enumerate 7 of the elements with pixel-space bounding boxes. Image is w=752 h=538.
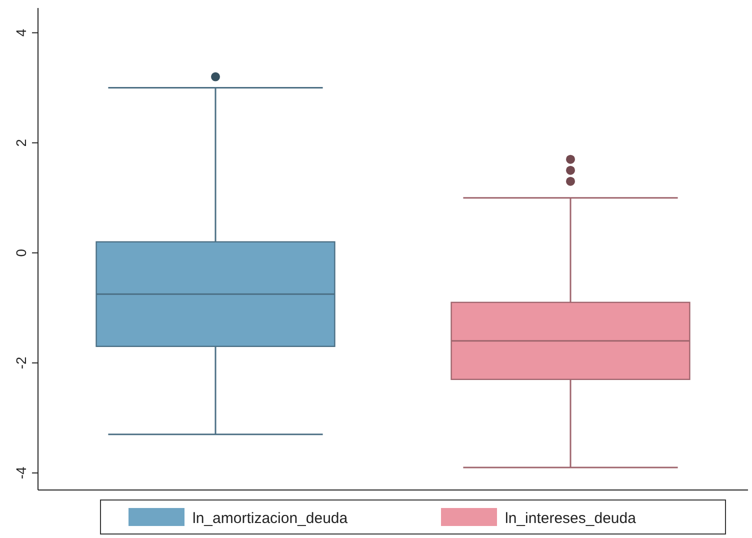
legend-label: ln_amortizacion_deuda (192, 510, 348, 527)
y-tick-label: 0 (13, 248, 29, 257)
legend-label: ln_intereses_deuda (505, 510, 637, 527)
y-tick-label: -2 (13, 356, 29, 370)
y-tick-label: 4 (13, 28, 29, 37)
y-tick-label: 2 (13, 138, 29, 147)
y-tick-label: -4 (13, 466, 29, 480)
